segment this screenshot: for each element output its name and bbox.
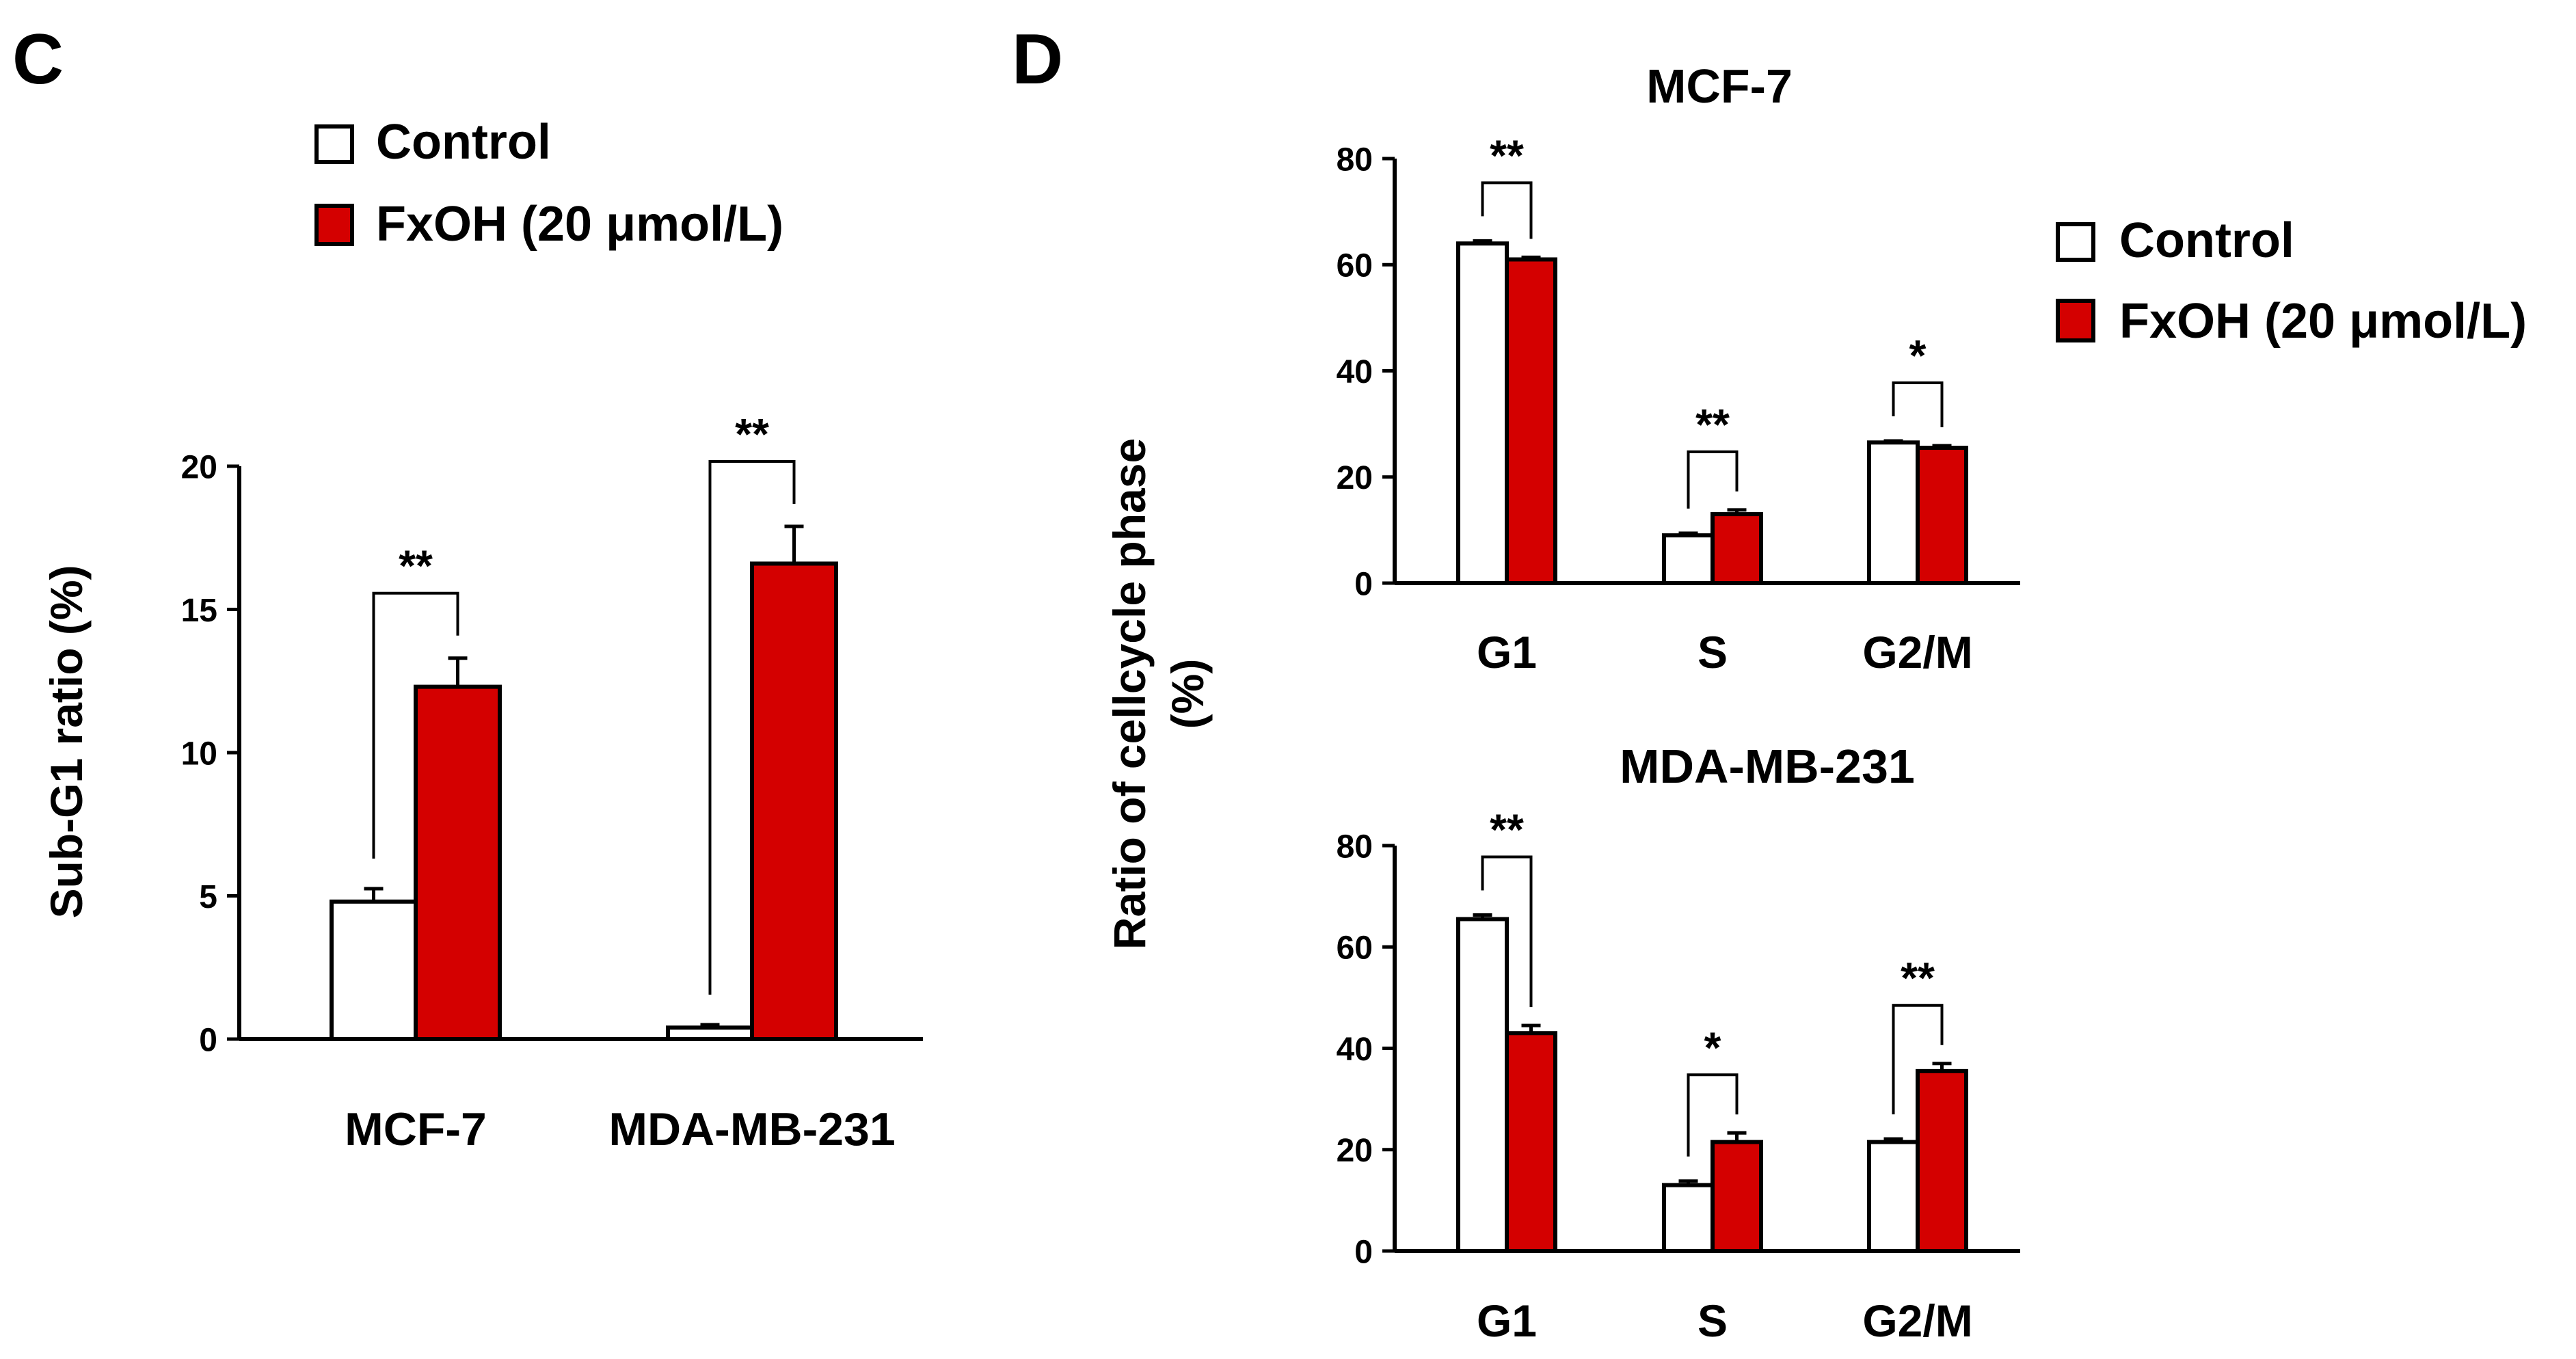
bar [1456, 241, 1509, 585]
bar [1710, 1140, 1763, 1253]
legend-swatch-treated [314, 204, 354, 246]
legend-label-control: Control [376, 115, 551, 170]
significance-bracket [1481, 181, 1533, 239]
y-tick-label: 0 [199, 1022, 217, 1058]
y-tick-label: 40 [1337, 1032, 1373, 1068]
significance-label: * [1909, 331, 1927, 380]
bar [1916, 446, 1968, 586]
bar [1456, 917, 1509, 1253]
bar [1662, 533, 1715, 586]
y-tick-label: 0 [1354, 1234, 1373, 1270]
legend-swatch-control [314, 124, 354, 164]
y-tick-label: 0 [1354, 566, 1373, 602]
significance-label: ** [1490, 131, 1524, 180]
x-category-label: S [1698, 627, 1728, 677]
y-tick-label: 20 [181, 449, 217, 485]
legend-label-control: Control [2119, 213, 2294, 268]
panel-c-letter: C [12, 20, 64, 99]
chart-panel-c: Sub-G1 ratio (%) 0 5 10 15 20 ** MCF-7 ** MDA-MB… [41, 409, 923, 1155]
y-axis-label: Sub-G1 ratio (%) [41, 565, 92, 918]
y-tick-label: 80 [1337, 142, 1373, 178]
significance-bracket [1687, 450, 1739, 509]
chart-title: MCF-7 [1646, 59, 1793, 113]
legend-label-treated: FxOH (20 μmol/L) [2119, 294, 2527, 349]
x-category-label: MCF-7 [345, 1103, 487, 1155]
bar [330, 899, 418, 1041]
legend-swatch-control [2056, 222, 2095, 262]
bar [1505, 1031, 1557, 1253]
bar [750, 561, 838, 1041]
legend-label-treated: FxOH (20 μmol/L) [376, 197, 783, 252]
bar [1867, 1140, 1920, 1253]
legend-swatch-treated [2056, 299, 2095, 342]
bar [1916, 1068, 1968, 1253]
y-tick-label: 60 [1337, 930, 1373, 967]
y-tick-label: 15 [181, 593, 217, 629]
y-tick-label: 40 [1337, 354, 1373, 390]
legend-panel-c: Control FxOH (20 μmol/L) [314, 115, 783, 252]
panel-d-letter: D [1012, 20, 1063, 99]
legend-panel-d: Control FxOH (20 μmol/L) [2056, 213, 2527, 349]
bar [1710, 512, 1763, 586]
y-tick-label: 20 [1337, 1133, 1373, 1169]
significance-bracket [1481, 855, 1533, 1008]
y-tick-label: 20 [1337, 460, 1373, 496]
significance-label: ** [399, 541, 433, 591]
y-axis-label-line-1: Ratio of cellcycle phase [1104, 438, 1155, 950]
significance-label: ** [1695, 400, 1730, 449]
significance-label: * [1704, 1023, 1721, 1072]
bar [666, 1025, 754, 1041]
y-tick-label: 5 [199, 879, 217, 915]
chart-panel-d-mda: MDA-MB-231 0 20 40 60 80 ** G1 * S ** G2/M [1337, 740, 2020, 1346]
significance-label: ** [1901, 954, 1935, 1003]
significance-bracket [1687, 1073, 1739, 1157]
x-category-label: G1 [1477, 627, 1537, 677]
significance-label: ** [1490, 805, 1524, 855]
y-tick-label: 60 [1337, 248, 1373, 284]
bar [1662, 1183, 1715, 1253]
significance-bracket [708, 459, 796, 995]
significance-bracket [1892, 1004, 1944, 1115]
x-category-label: G1 [1477, 1295, 1537, 1346]
x-category-label: G2/M [1862, 1295, 1972, 1346]
significance-label: ** [735, 409, 769, 459]
significance-bracket [372, 591, 459, 859]
chart-title: MDA-MB-231 [1620, 740, 1915, 793]
x-category-label: MDA-MB-231 [608, 1103, 895, 1155]
bar [414, 684, 502, 1041]
panel-d-y-axis-label: Ratio of cellcycle phase (%) [1104, 438, 1213, 950]
x-category-label: G2/M [1862, 627, 1972, 677]
significance-bracket [1892, 381, 1944, 427]
y-axis-label-line-2: (%) [1162, 659, 1213, 729]
bar [1505, 257, 1557, 585]
y-tick-label: 80 [1337, 829, 1373, 865]
x-category-label: S [1698, 1295, 1728, 1346]
chart-panel-d-mcf7: MCF-7 0 20 40 60 80 ** G1 ** S * G2/M [1337, 59, 2020, 677]
y-tick-label: 10 [181, 736, 217, 772]
bar [1867, 440, 1920, 586]
